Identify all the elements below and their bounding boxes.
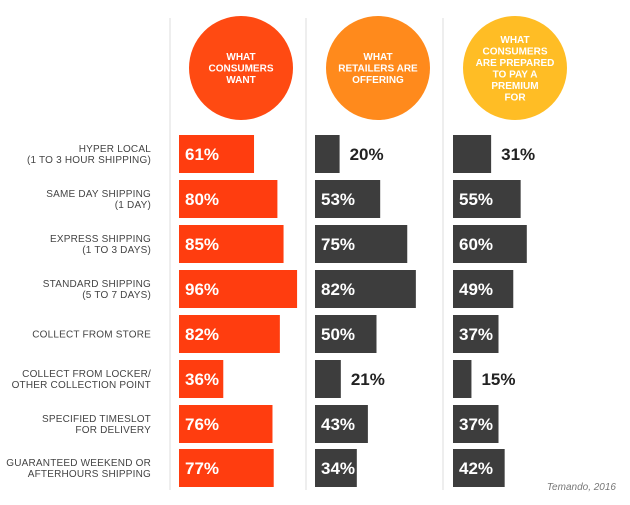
bar-s3-r3 — [453, 225, 527, 263]
bar-s2-r2 — [315, 180, 381, 218]
row-label-hyper-local-1-to-3-hour-shipping: HYPER LOCAL (1 TO 3 HOUR SHIPPING) — [27, 144, 151, 166]
row-label-collect-from-locker-other-collection-point: COLLECT FROM LOCKER/OTHER COLLECTION POI… — [12, 369, 151, 391]
header-2: WHAT RETAILERS ARE OFFERING — [326, 16, 430, 120]
bar-s2-r1 — [315, 135, 340, 173]
bar-s3-r5 — [453, 315, 499, 353]
value-label-s1-r4: 96% — [185, 280, 219, 299]
value-label-s2-r3: 75% — [321, 235, 355, 254]
value-label-s2-r5: 50% — [321, 325, 355, 344]
bar-s1-r7 — [179, 405, 273, 443]
header-3: WHAT CONSUMERS ARE PREPARED TO PAY A PREMIUM… — [463, 16, 567, 120]
value-label-s3-r7: 37% — [459, 415, 493, 434]
value-label-s2-r6: 21% — [351, 370, 385, 389]
value-label-s3-r2: 55% — [459, 190, 493, 209]
value-label-s1-r6: 36% — [185, 370, 219, 389]
row-labels: HYPER LOCAL (1 TO 3 HOUR SHIPPING) SAME DA… — [6, 144, 151, 480]
value-label-s3-r8: 42% — [459, 459, 493, 478]
value-label-s3-r5: 37% — [459, 325, 493, 344]
row-label-same-day-shipping-1-day: SAME DAY SHIPPING (1 DAY) — [46, 189, 151, 211]
bar-s2-r3 — [315, 225, 408, 263]
value-label-s1-r7: 76% — [185, 415, 219, 434]
value-label-s1-r2: 80% — [185, 190, 219, 209]
value-label-s1-r5: 82% — [185, 325, 219, 344]
header-label-2: WHAT RETAILERS ARE OFFERING — [338, 52, 418, 86]
source-note: Temando, 2016 — [547, 482, 617, 493]
row-label-express-shipping-1-to-3-days: EXPRESS SHIPPING (1 TO 3 DAYS) — [50, 234, 151, 256]
bar-s1-r3 — [179, 225, 284, 263]
value-label-s3-r3: 60% — [459, 235, 493, 254]
header-label-3: WHAT CONSUMERS ARE PREPARED TO PAY A PREMIUM… — [476, 35, 555, 104]
value-label-s2-r1: 20% — [350, 145, 384, 164]
column-dividers — [169, 18, 444, 490]
header-label-1: WHAT CONSUMERS WANT — [208, 52, 273, 86]
bar-s1-r4 — [179, 270, 298, 308]
bar-s1-r2 — [179, 180, 278, 218]
bar-s1-r1 — [179, 135, 255, 173]
bar-s2-r8 — [315, 449, 357, 487]
bar-s3-r6 — [453, 360, 472, 398]
bar-s3-r7 — [453, 405, 499, 443]
bar-s3-r2 — [453, 180, 521, 218]
value-label-s2-r8: 34% — [321, 459, 355, 478]
row-label-collect-from-store: COLLECT FROM STORE — [32, 330, 151, 341]
bar-s1-r5 — [179, 315, 280, 353]
value-label-s2-r4: 82% — [321, 280, 355, 299]
row-label-guaranteed-weekend-or-afterhours-shipping: GUARANTEED WEEKEND OR AFTERHOURS SHIPPING — [6, 458, 151, 480]
value-label-s1-r8: 77% — [185, 459, 219, 478]
bar-s2-r6 — [315, 360, 341, 398]
bar-s2-r5 — [315, 315, 377, 353]
value-label-s2-r7: 43% — [321, 415, 355, 434]
bar-s1-r6 — [179, 360, 224, 398]
bar-s2-r4 — [315, 270, 416, 308]
bars: 61% 80% 85% 96% 82% 36% 76% 77% 20% 53% 75% 82% 50% 2… — [179, 135, 535, 487]
value-label-s3-r1: 31% — [501, 145, 535, 164]
value-label-s1-r1: 61% — [185, 145, 219, 164]
row-label-standard-shipping-5-to-7-days: STANDARD SHIPPING (5 TO 7 DAYS) — [43, 279, 151, 301]
header-circle-3 — [463, 16, 567, 120]
bar-s3-r1 — [453, 135, 492, 173]
bar-s3-r8 — [453, 449, 505, 487]
bar-s1-r8 — [179, 449, 274, 487]
value-label-s2-r2: 53% — [321, 190, 355, 209]
value-label-s3-r6: 15% — [481, 370, 515, 389]
header-circle-2 — [326, 16, 430, 120]
value-label-s1-r3: 85% — [185, 235, 219, 254]
row-label-specified-timeslot-for-delivery: SPECIFIED TIMESLOT FOR DELIVERY — [42, 414, 151, 436]
header-1: WHAT CONSUMERS WANT — [189, 16, 293, 120]
value-label-s3-r4: 49% — [459, 280, 493, 299]
bar-s2-r7 — [315, 405, 368, 443]
header-circle-1 — [189, 16, 293, 120]
column-headers: WHAT CONSUMERS WANT WHAT RETAILERS ARE OFFERI… — [189, 16, 567, 120]
bar-s3-r4 — [453, 270, 514, 308]
